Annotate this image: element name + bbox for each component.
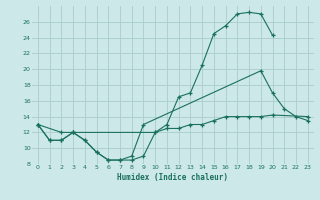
X-axis label: Humidex (Indice chaleur): Humidex (Indice chaleur) <box>117 173 228 182</box>
